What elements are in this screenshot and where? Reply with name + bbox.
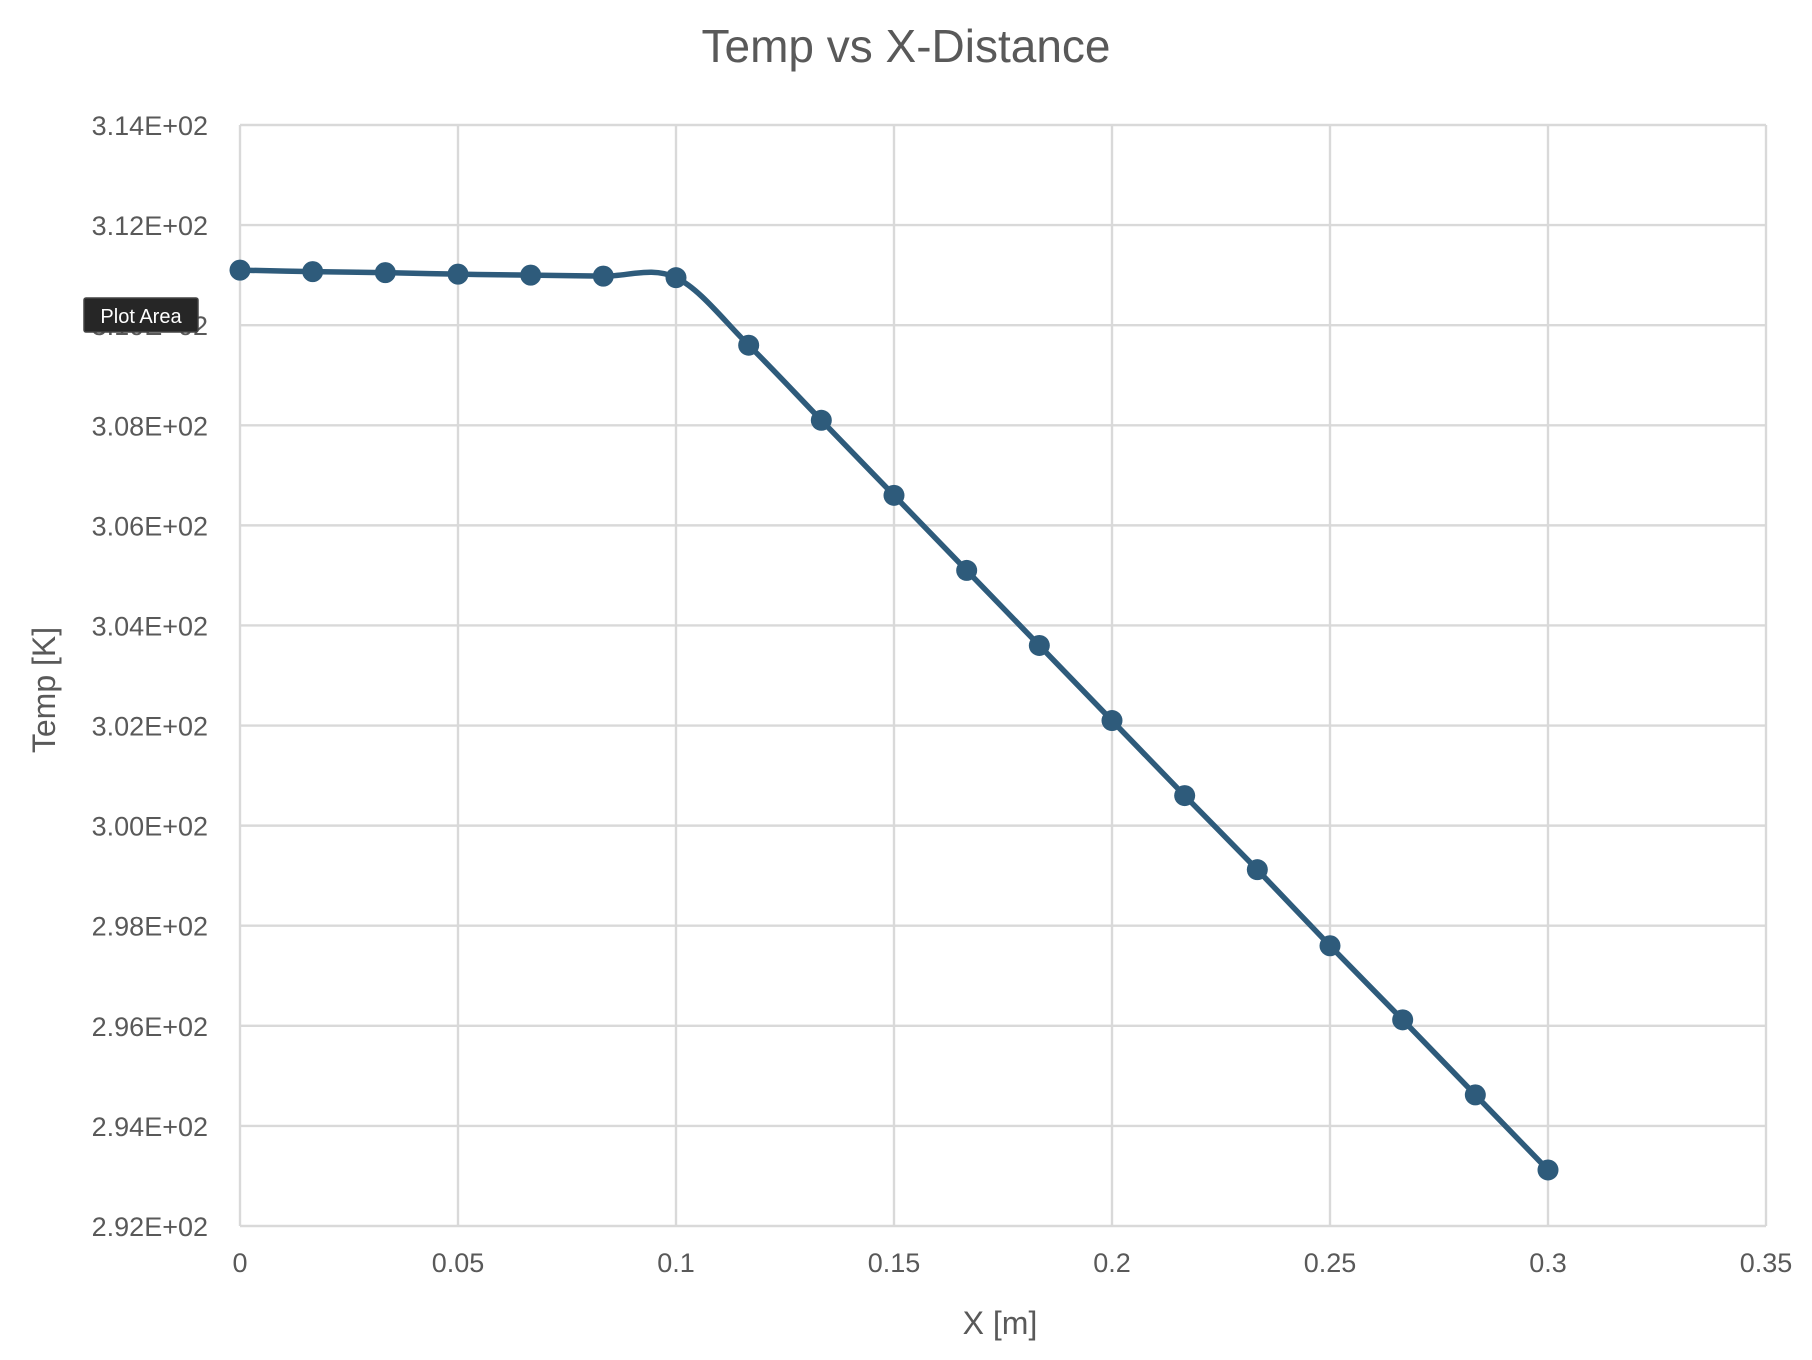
plot-area-tooltip: Plot Area: [83, 297, 199, 333]
data-point[interactable]: [1464, 1084, 1486, 1106]
data-point[interactable]: [374, 262, 396, 284]
data-point[interactable]: [810, 409, 832, 431]
horizontal-gridlines: [240, 123, 1766, 1228]
data-point[interactable]: [1392, 1009, 1414, 1031]
data-point[interactable]: [883, 484, 905, 506]
x-tick-label: 0.3: [1529, 1248, 1567, 1278]
data-point[interactable]: [1028, 634, 1050, 656]
vertical-gridlines: [238, 125, 1768, 1226]
y-tick-label: 2.92E+02: [92, 1212, 208, 1242]
data-point[interactable]: [1246, 859, 1268, 881]
y-tick-label: 2.94E+02: [92, 1112, 208, 1142]
y-tick-label: 3.12E+02: [92, 211, 208, 241]
data-point[interactable]: [1537, 1159, 1559, 1181]
x-tick-label: 0.15: [868, 1248, 921, 1278]
data-point[interactable]: [229, 259, 251, 281]
data-point[interactable]: [1174, 785, 1196, 807]
data-point[interactable]: [1319, 935, 1341, 957]
x-tick-label: 0.35: [1740, 1248, 1793, 1278]
y-axis-title[interactable]: Temp [K]: [26, 627, 62, 753]
y-tick-label: 2.98E+02: [92, 912, 208, 942]
tooltip-label: Plot Area: [100, 306, 182, 328]
data-point[interactable]: [956, 559, 978, 581]
data-point[interactable]: [1101, 710, 1123, 732]
x-axis-tick-labels: 0 0.05 0.1 0.15 0.2 0.25 0.3 0.35: [232, 1248, 1792, 1278]
x-tick-label: 0.25: [1304, 1248, 1357, 1278]
x-tick-label: 0.2: [1093, 1248, 1131, 1278]
data-point[interactable]: [520, 264, 542, 286]
y-tick-label: 3.06E+02: [92, 511, 208, 541]
y-tick-label: 3.04E+02: [92, 611, 208, 641]
data-point[interactable]: [592, 265, 614, 287]
data-point[interactable]: [738, 334, 760, 356]
data-point[interactable]: [665, 267, 687, 289]
y-tick-label: 3.00E+02: [92, 812, 208, 842]
data-series[interactable]: [229, 259, 1559, 1181]
x-tick-label: 0: [232, 1248, 247, 1278]
data-point[interactable]: [447, 263, 469, 285]
y-tick-label: 3.14E+02: [92, 111, 208, 141]
x-axis-title[interactable]: X [m]: [963, 1305, 1038, 1341]
x-tick-label: 0.05: [432, 1248, 485, 1278]
data-point[interactable]: [302, 261, 324, 283]
chart-title[interactable]: Temp vs X-Distance: [701, 20, 1110, 72]
y-tick-label: 3.02E+02: [92, 712, 208, 742]
tooltip-background: [83, 297, 199, 333]
y-tick-label: 2.96E+02: [92, 1012, 208, 1042]
y-tick-label: 3.08E+02: [92, 411, 208, 441]
x-tick-label: 0.1: [657, 1248, 695, 1278]
